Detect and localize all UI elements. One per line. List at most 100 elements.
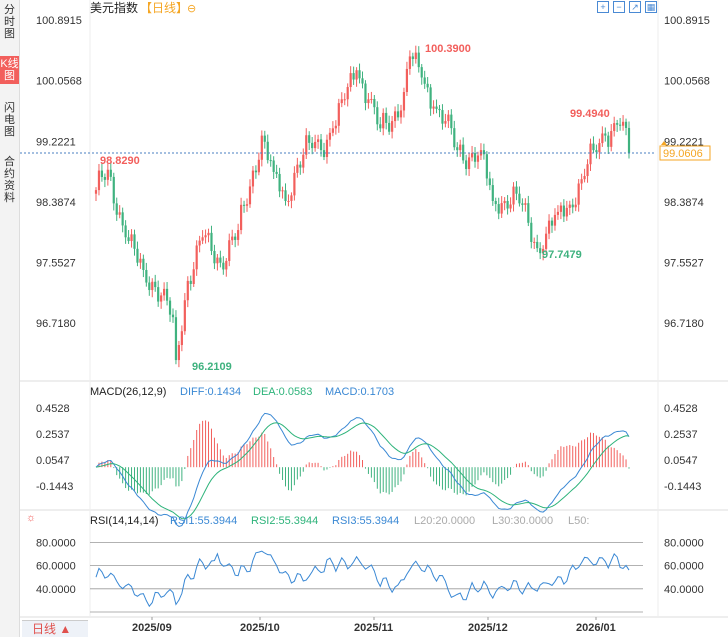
y-tick-label-right: 100.0568: [664, 76, 710, 88]
candle-body: [414, 52, 417, 60]
candle-body: [109, 169, 112, 177]
candle-body: [562, 205, 565, 217]
candle-body: [444, 121, 447, 124]
candle-body: [621, 121, 625, 126]
candle-body: [432, 106, 435, 109]
candle-body: [379, 124, 382, 129]
candle-body: [216, 257, 219, 264]
candle-body: [408, 56, 411, 69]
chart-area[interactable]: 美元指数 【日线】 ⊖ 100.8915 100.8915 100.0568 100.…: [20, 0, 728, 637]
candle-body: [512, 186, 515, 205]
candle-body: [177, 345, 181, 361]
chart-svg[interactable]: 美元指数 【日线】 ⊖ 100.8915 100.8915 100.0568 100.…: [20, 0, 728, 637]
rsi-params: RSI(14,14,14): [90, 515, 158, 527]
macd-y-tick-left: 0.4528: [36, 403, 70, 415]
candle-body: [435, 106, 438, 109]
candle-body: [127, 237, 130, 242]
candle-body: [210, 232, 213, 251]
candle-body: [402, 92, 406, 111]
y-tick-label-right: 98.3874: [664, 197, 704, 209]
candle-body: [376, 107, 379, 125]
candle-body: [361, 78, 364, 84]
tab-kline[interactable]: K线图: [0, 56, 19, 84]
y-tick-label-left: 99.2221: [36, 136, 76, 148]
candle-body: [515, 186, 518, 194]
line-chart-icon[interactable]: ↗: [629, 1, 641, 13]
rsi-line: [95, 550, 630, 608]
y-tick-label-left: 96.7180: [36, 318, 76, 330]
x-tick-label: 2025/09: [132, 622, 172, 634]
macd-y-tick-left: 0.0547: [36, 455, 70, 467]
candle-body: [272, 160, 275, 172]
candle-body: [595, 150, 598, 153]
candle-body: [441, 110, 444, 124]
current-price-box: [659, 145, 711, 161]
candle-body: [257, 159, 260, 173]
candle-body: [509, 204, 512, 209]
candle-body: [488, 178, 491, 186]
y-tick-label-left: 98.3874: [36, 197, 76, 209]
candle-body: [237, 230, 240, 240]
candle-body: [506, 200, 509, 209]
candle-body: [533, 241, 536, 243]
candle-body: [228, 240, 231, 261]
candle-body: [536, 241, 539, 249]
candle-body: [133, 234, 136, 249]
candle-body: [195, 245, 198, 270]
x-tick-label: 2025/10: [240, 622, 280, 634]
candle-body: [314, 141, 317, 149]
candle-body: [373, 98, 376, 108]
candle-body: [385, 112, 388, 123]
candle-body: [305, 135, 308, 155]
y-tick-label-right: 96.7180: [664, 318, 704, 330]
candle-body: [470, 153, 474, 158]
candle-body: [225, 260, 228, 270]
candle-body: [94, 190, 98, 194]
zoom-in-icon[interactable]: +: [597, 1, 609, 13]
candle-body: [592, 143, 595, 151]
settings-sun-icon: ☼: [26, 512, 36, 524]
l50-legend: L50:: [568, 515, 589, 527]
candle-body: [352, 73, 355, 80]
tab-timeshare[interactable]: 分时图: [4, 4, 15, 40]
minus-circle-icon[interactable]: ⊖: [187, 3, 196, 15]
candle-body: [219, 257, 222, 263]
candle-body: [355, 70, 358, 80]
candle-body: [607, 135, 610, 147]
candle-body: [266, 141, 269, 161]
candle-body: [222, 262, 225, 270]
candle-body: [287, 200, 290, 202]
candle-body: [331, 128, 334, 133]
rsi-y-tick-right: 40.0000: [664, 584, 704, 596]
candle-body: [121, 212, 124, 226]
grid-icon[interactable]: ▦: [645, 1, 657, 13]
candle-body: [393, 111, 397, 122]
zoom-out-icon[interactable]: −: [613, 1, 625, 13]
candle-body: [239, 204, 243, 231]
candle-body: [388, 122, 391, 132]
candle-body: [500, 203, 503, 214]
tab-flash[interactable]: 闪电图: [4, 102, 15, 138]
y-tick-label-right: 100.8915: [664, 15, 710, 27]
current-price-label: 99.0606: [663, 148, 703, 160]
candle-body: [465, 160, 468, 170]
period-button[interactable]: 日线 ▲: [22, 620, 88, 637]
tab-contract-info[interactable]: 合约资料: [4, 156, 15, 204]
rsi3-legend: RSI3:55.3944: [332, 515, 399, 527]
candle-body: [349, 73, 352, 88]
candle-body: [302, 154, 305, 168]
candle-body: [589, 143, 592, 165]
sidebar: 分时图 K线图 闪电图 合约资料: [0, 0, 20, 637]
candle-body: [456, 147, 459, 151]
candle-body: [231, 236, 234, 241]
candle-body: [420, 67, 423, 78]
candle-body: [473, 153, 477, 162]
candle-body: [391, 121, 394, 132]
candle-body: [183, 300, 186, 332]
candle-body: [163, 288, 166, 296]
macd-y-tick-left: -0.1443: [36, 481, 73, 493]
candle-body: [269, 160, 272, 162]
macd-diff-line: [95, 412, 630, 528]
candle-body: [281, 190, 284, 192]
candle-body: [556, 211, 560, 215]
